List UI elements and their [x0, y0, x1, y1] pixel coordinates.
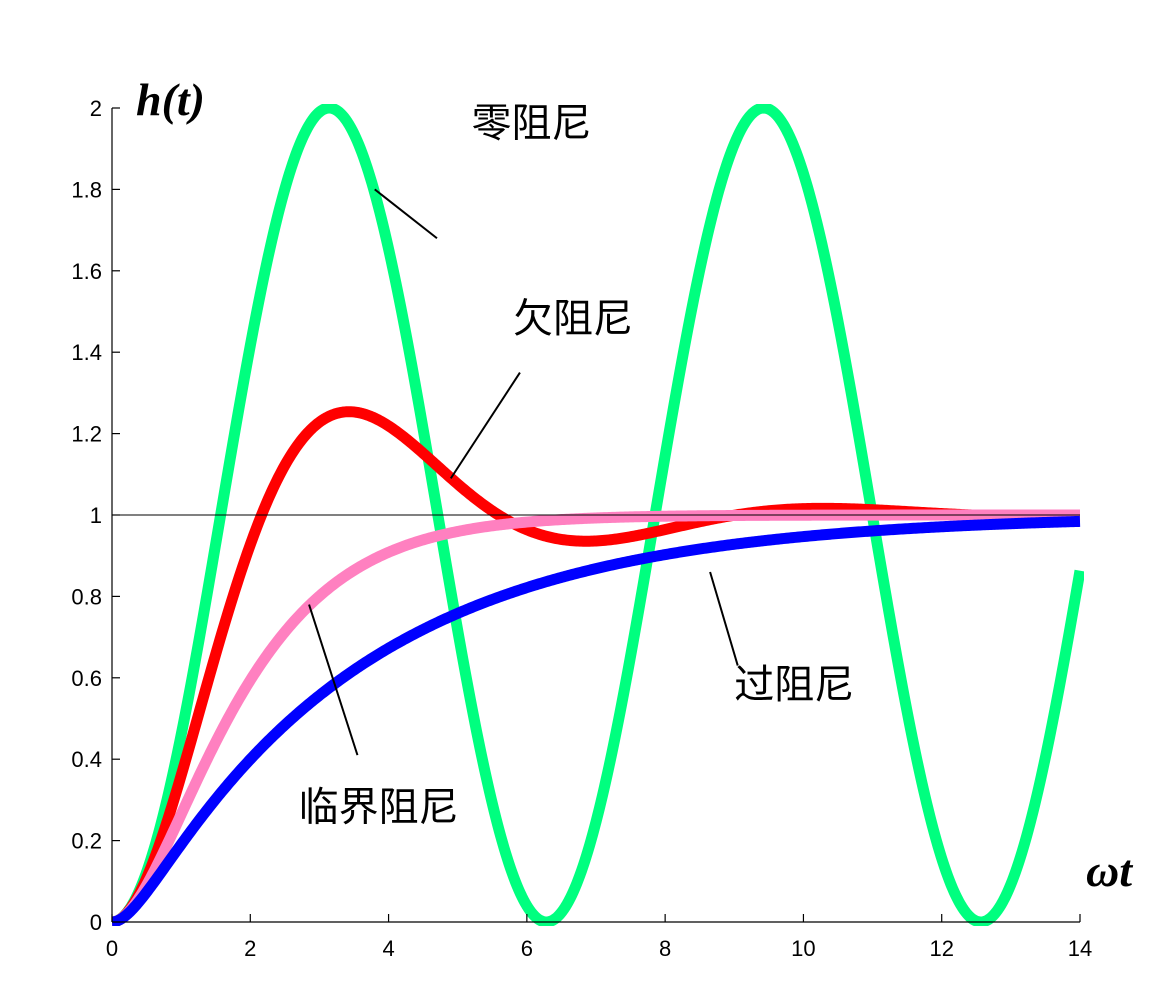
x-tick-label: 6 [521, 936, 533, 961]
annotation-leader-3 [308, 604, 359, 756]
series-curves [108, 104, 1084, 926]
series-line-1 [108, 104, 1084, 926]
y-tick-label: 0.2 [71, 829, 102, 854]
x-tick-label: 12 [929, 936, 953, 961]
x-tick-label: 0 [106, 936, 118, 961]
axes: 0 0.2 0.4 0.6 0.8 1 1.2 1.4 1.6 1.8 2 0 2 4 6 8 10 12 14 [71, 96, 1092, 961]
y-tick-label: 0.6 [71, 666, 102, 691]
y-tick-label: 2 [90, 96, 102, 121]
series-line-3 [108, 509, 1084, 926]
y-tick-label: 1.8 [71, 177, 102, 202]
annotation-leader-1 [374, 188, 438, 240]
y-tick-label: 0 [90, 910, 102, 935]
y-tick-label: 0.4 [71, 747, 102, 772]
y-axis-label: h(t) [136, 74, 205, 125]
x-tick-label: 2 [244, 936, 256, 961]
y-tick-label: 1.2 [71, 422, 102, 447]
annotation-leader-4 [709, 571, 739, 666]
x-tick-label: 8 [659, 936, 671, 961]
y-tick-label: 1 [90, 503, 102, 528]
annotation-label-1: 零阻尼 [472, 100, 592, 146]
annotation-label-3: 临界阻尼 [299, 784, 459, 830]
y-tick-label: 0.8 [71, 584, 102, 609]
x-tick-label: 14 [1068, 936, 1092, 961]
annotation-label-4: 过阻尼 [734, 662, 854, 708]
x-tick-label: 4 [382, 936, 394, 961]
x-axis-label: ωt [1086, 845, 1133, 896]
annotation-label-2: 欠阻尼 [513, 296, 633, 342]
series-line-4 [108, 515, 1084, 926]
y-tick-label: 1.6 [71, 259, 102, 284]
annotation-leader-2 [449, 372, 521, 479]
x-tick-label: 10 [791, 936, 815, 961]
y-tick-label: 1.4 [71, 340, 102, 365]
